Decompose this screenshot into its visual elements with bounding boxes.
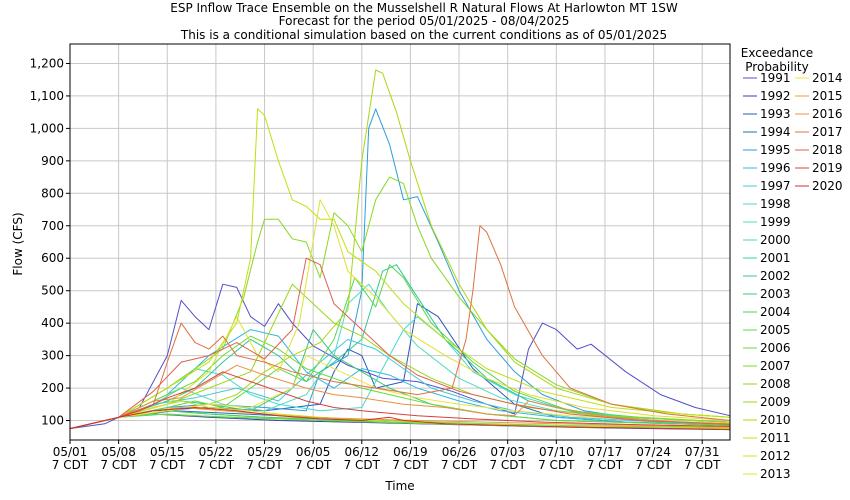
x-tick-label-time: 7 CDT [489,458,526,472]
legend-label-2014: 2014 [812,71,843,85]
legend-label-1991: 1991 [760,71,791,85]
x-tick-label-date: 07/24 [636,445,671,459]
x-tick-label-date: 07/03 [490,445,525,459]
plot-area [70,44,730,440]
series-line-2019 [69,371,731,430]
x-tick-label-date: 07/31 [685,445,720,459]
x-tick-label-time: 7 CDT [246,458,283,472]
x-tick-label-date: 06/12 [344,445,379,459]
legend-label-1993: 1993 [760,107,791,121]
x-tick-label-time: 7 CDT [392,458,429,472]
series-lines [69,69,731,431]
x-tick-label-time: 7 CDT [684,458,721,472]
x-tick-label-date: 05/22 [199,445,234,459]
x-tick-label-time: 7 CDT [344,458,381,472]
y-tick-label: 900 [41,154,64,168]
legend-label-1999: 1999 [760,215,791,229]
plot-border [69,43,731,441]
y-tick-label: 100 [41,414,64,428]
legend-label-1997: 1997 [760,179,791,193]
series-line-1999 [69,283,731,430]
legend-label-2002: 2002 [760,269,791,283]
legend-label-2006: 2006 [760,341,791,355]
x-tick-label-time: 7 CDT [538,458,575,472]
y-tick-label: 1,000 [30,121,64,135]
legend-label-2015: 2015 [812,89,843,103]
x-tick-label-date: 05/08 [101,445,136,459]
legend-label-2004: 2004 [760,305,791,319]
legend-label-2020: 2020 [812,179,843,193]
legend-label-1995: 1995 [760,143,791,157]
legend-label-2000: 2000 [760,233,791,247]
series-line-1995 [69,108,731,430]
y-tick-label: 800 [41,186,64,200]
x-tick-label-date: 06/26 [442,445,477,459]
legend-label-2010: 2010 [760,413,791,427]
y-tick-label: 600 [41,251,64,265]
legend-title-line-2: Probability [745,60,808,74]
x-tick-label-date: 07/10 [539,445,574,459]
x-tick-label-date: 05/15 [150,445,185,459]
chart-title-line-2: Forecast for the period 05/01/2025 - 08/… [279,14,570,28]
x-tick-label-date: 05/29 [247,445,282,459]
x-tick-label-date: 07/17 [588,445,623,459]
legend-title-line-1: Exceedance [741,46,813,60]
legend-label-1992: 1992 [760,89,791,103]
legend-label-1998: 1998 [760,197,791,211]
x-axis-label: Time [384,479,414,493]
legend-label-2019: 2019 [812,161,843,175]
y-tick-label: 1,100 [30,89,64,103]
series-line-1997 [69,338,731,430]
y-tick-label: 1,200 [30,56,64,70]
legend-label-2013: 2013 [760,467,791,481]
y-tick-label: 500 [41,284,64,298]
x-tick-label-time: 7 CDT [100,458,137,472]
legend-label-2003: 2003 [760,287,791,301]
series-line-2008 [69,176,731,430]
x-tick-label-time: 7 CDT [295,458,332,472]
legend-label-2018: 2018 [812,143,843,157]
legend-label-2016: 2016 [812,107,843,121]
legend-label-2009: 2009 [760,395,791,409]
legend-label-2001: 2001 [760,251,791,265]
x-tick-label-time: 7 CDT [441,458,478,472]
legend-label-1996: 1996 [760,161,791,175]
axes: 100 200 300 400 500 600 700 800 900 1,000 1,100 1,2… [30,43,731,472]
series-line-2011 [69,108,731,430]
y-tick-label: 400 [41,316,64,330]
y-axis-label: Flow (CFS) [11,212,25,275]
x-tick-label-time: 7 CDT [198,458,235,472]
x-tick-label-date: 06/19 [393,445,428,459]
legend-label-2017: 2017 [812,125,843,139]
series-line-2020 [69,407,731,431]
chart-title-line-1: ESP Inflow Trace Ensemble on the Mussels… [170,1,678,15]
series-line-2018 [69,257,731,430]
legend-label-2005: 2005 [760,323,791,337]
y-tick-label: 300 [41,349,64,363]
y-tick-label: 200 [41,381,64,395]
x-tick-label-time: 7 CDT [149,458,186,472]
legend-label-1994: 1994 [760,125,791,139]
chart-title-line-3: This is a conditional simulation based o… [180,28,667,42]
legend-label-2007: 2007 [760,359,791,373]
plot-background [70,44,730,440]
chart-title: ESP Inflow Trace Ensemble on the Mussels… [170,1,678,42]
series-line-2010 [69,69,731,430]
x-tick-label-date: 05/01 [53,445,88,459]
legend-label-2012: 2012 [760,449,791,463]
series-line-2017 [69,225,731,430]
series-line-2016 [69,364,731,430]
x-tick-label-time: 7 CDT [52,458,89,472]
series-line-1991 [69,283,731,430]
legend-label-2008: 2008 [760,377,791,391]
legend-label-2011: 2011 [760,431,791,445]
x-tick-label-time: 7 CDT [587,458,624,472]
y-tick-label: 700 [41,219,64,233]
legend: Exceedance Probability 1991 1992 1993 1994 1… [741,46,843,481]
x-tick-label-date: 06/05 [296,445,331,459]
series-line-2013 [69,199,731,430]
x-tick-label-time: 7 CDT [635,458,672,472]
